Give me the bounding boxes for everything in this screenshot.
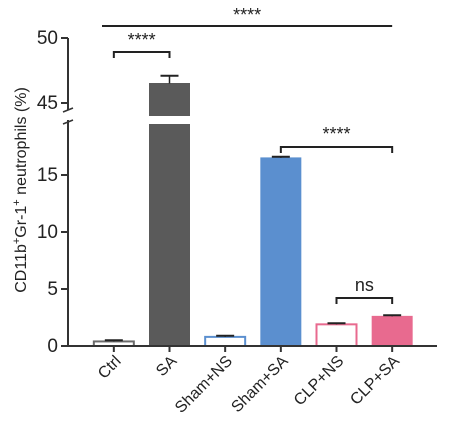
significance-label: ns <box>355 275 374 295</box>
x-tick-label: Sham+SA <box>228 353 292 417</box>
significance-bracket <box>335 297 394 304</box>
bar-clp-sa <box>371 315 413 347</box>
significance-label: **** <box>322 124 350 144</box>
bar-sham-ns <box>204 335 247 348</box>
significance-bracket <box>112 51 171 58</box>
x-tick-label: Ctrl <box>95 353 125 383</box>
y-tick-label: 10 <box>37 222 58 243</box>
bar-clp-ns <box>315 323 358 347</box>
x-tick-label: SA <box>153 353 180 380</box>
axis-break-mark <box>62 107 74 113</box>
x-tick-label: CLP+NS <box>291 353 347 409</box>
x-tick-label: Sham+NS <box>172 353 236 417</box>
axis-break-mark <box>62 119 74 125</box>
y-tick-label: 15 <box>37 165 58 186</box>
significance-label: **** <box>233 5 261 25</box>
bar-break-gap <box>147 116 192 124</box>
y-axis-label: CD11b+Gr-1+ neutrophils (%) <box>11 87 30 293</box>
y-tick-label: 50 <box>37 28 58 49</box>
significance-label: **** <box>128 30 156 50</box>
y-tick-label: 45 <box>37 93 58 114</box>
x-tick-label: CLP+SA <box>347 353 403 409</box>
y-tick-label: 5 <box>47 279 58 300</box>
y-tick-label: 0 <box>47 336 58 357</box>
bar-sham-sa <box>260 157 302 347</box>
significance-bracket <box>279 146 394 153</box>
bar-sa <box>149 83 190 347</box>
